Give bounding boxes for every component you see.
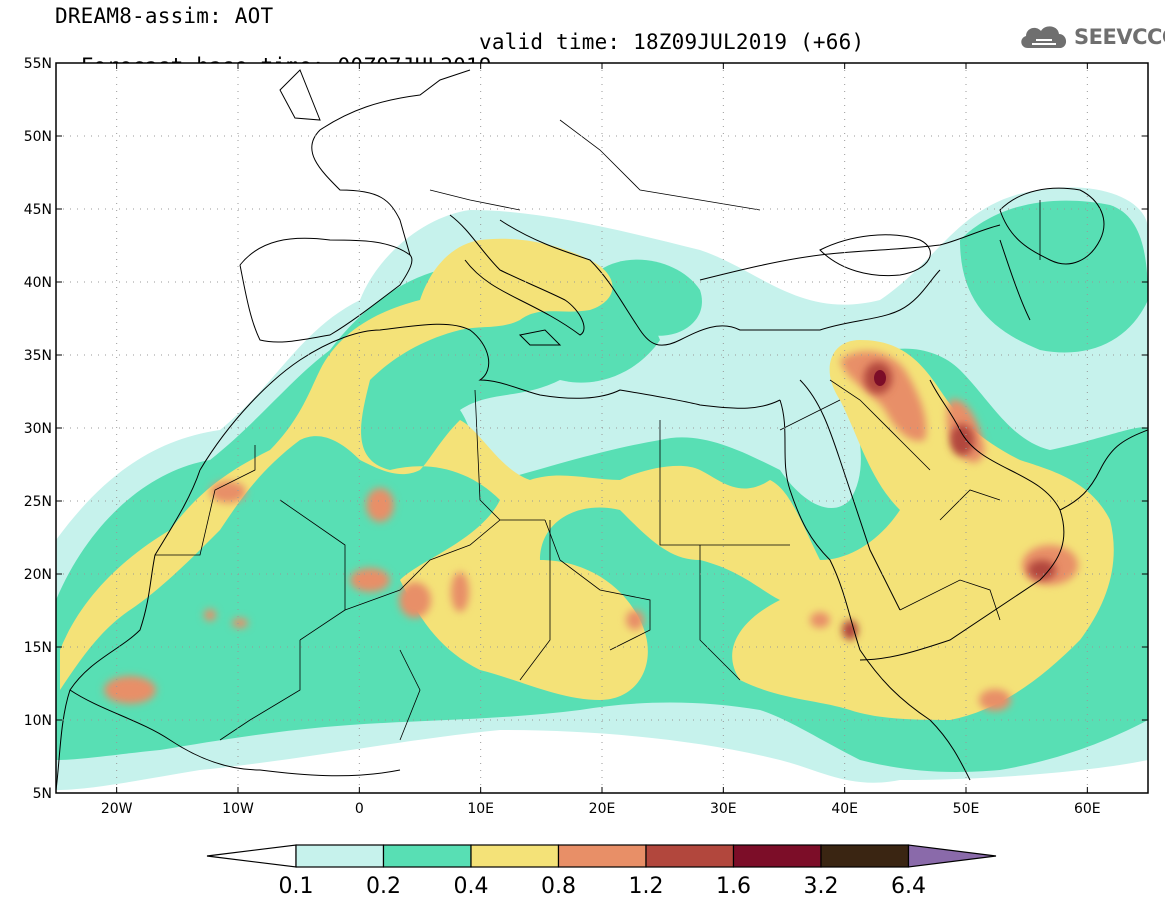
colorbar-segment — [382, 844, 472, 868]
lon-tick-label: 10E — [467, 801, 494, 817]
latitude-axis: 55N 50N 45N 40N 35N 30N 25N 20N 15N 10N 5N — [24, 56, 1148, 802]
colorbar-segment — [820, 844, 910, 868]
lat-tick-label: 50N — [24, 129, 52, 145]
lat-tick-label: 30N — [24, 421, 52, 437]
logo-text: SEEVCCC — [1074, 25, 1165, 49]
cloud-icon — [1021, 26, 1067, 48]
longitude-axis: 20W 10W 0 10E 20E 30E 40E 50E 60E — [101, 63, 1101, 817]
colorbar-label: 0.2 — [366, 874, 401, 899]
gridlines — [56, 63, 1148, 793]
lat-tick-label: 55N — [24, 56, 52, 72]
lat-tick-label: 15N — [24, 640, 52, 656]
colorbar-label: 6.4 — [891, 874, 926, 899]
seevccc-logo: SEEVCCC — [1018, 20, 1165, 54]
colorbar-label: 0.8 — [541, 874, 576, 899]
aot-field — [56, 187, 1148, 791]
aot-level-1.6 — [874, 370, 886, 386]
coastlines — [56, 69, 1148, 791]
colorbar-under-arrow — [206, 844, 297, 868]
lon-tick-label: 30E — [710, 801, 737, 817]
colorbar-segment — [645, 844, 735, 868]
lon-tick-label: 10W — [222, 801, 254, 817]
lat-tick-label: 20N — [24, 567, 52, 583]
lon-tick-label: 40E — [831, 801, 858, 817]
colorbar-segment — [470, 844, 560, 868]
valid-time: valid time: 18Z09JUL2019 (+66) — [479, 30, 865, 54]
colorbar-label: 0.4 — [454, 874, 489, 899]
colorbar-segment — [295, 844, 385, 868]
colorbar-label: 3.2 — [804, 874, 839, 899]
colorbar: 0.1 0.2 0.4 0.8 1.2 1.6 3.2 6.4 — [206, 844, 997, 899]
colorbar-label: 1.2 — [629, 874, 664, 899]
lat-tick-label: 25N — [24, 494, 52, 510]
colorbar-label: 0.1 — [279, 874, 314, 899]
lon-tick-label: 50E — [953, 801, 980, 817]
colorbar-segment — [557, 844, 647, 868]
map-title: DREAM8-assim: AOT — [55, 4, 274, 28]
lat-tick-label: 5N — [33, 786, 52, 802]
lon-tick-label: 20E — [589, 801, 616, 817]
country-borders — [155, 119, 1041, 741]
lon-tick-label: 60E — [1074, 801, 1101, 817]
lat-tick-label: 35N — [24, 348, 52, 364]
colorbar-over-arrow — [907, 844, 997, 868]
lat-tick-label: 45N — [24, 202, 52, 218]
colorbar-label: 1.6 — [716, 874, 751, 899]
lon-tick-label: 20W — [101, 801, 133, 817]
colorbar-segment — [732, 844, 822, 868]
lat-tick-label: 10N — [24, 713, 52, 729]
lat-tick-label: 40N — [24, 275, 52, 291]
lon-tick-label: 0 — [355, 801, 364, 817]
